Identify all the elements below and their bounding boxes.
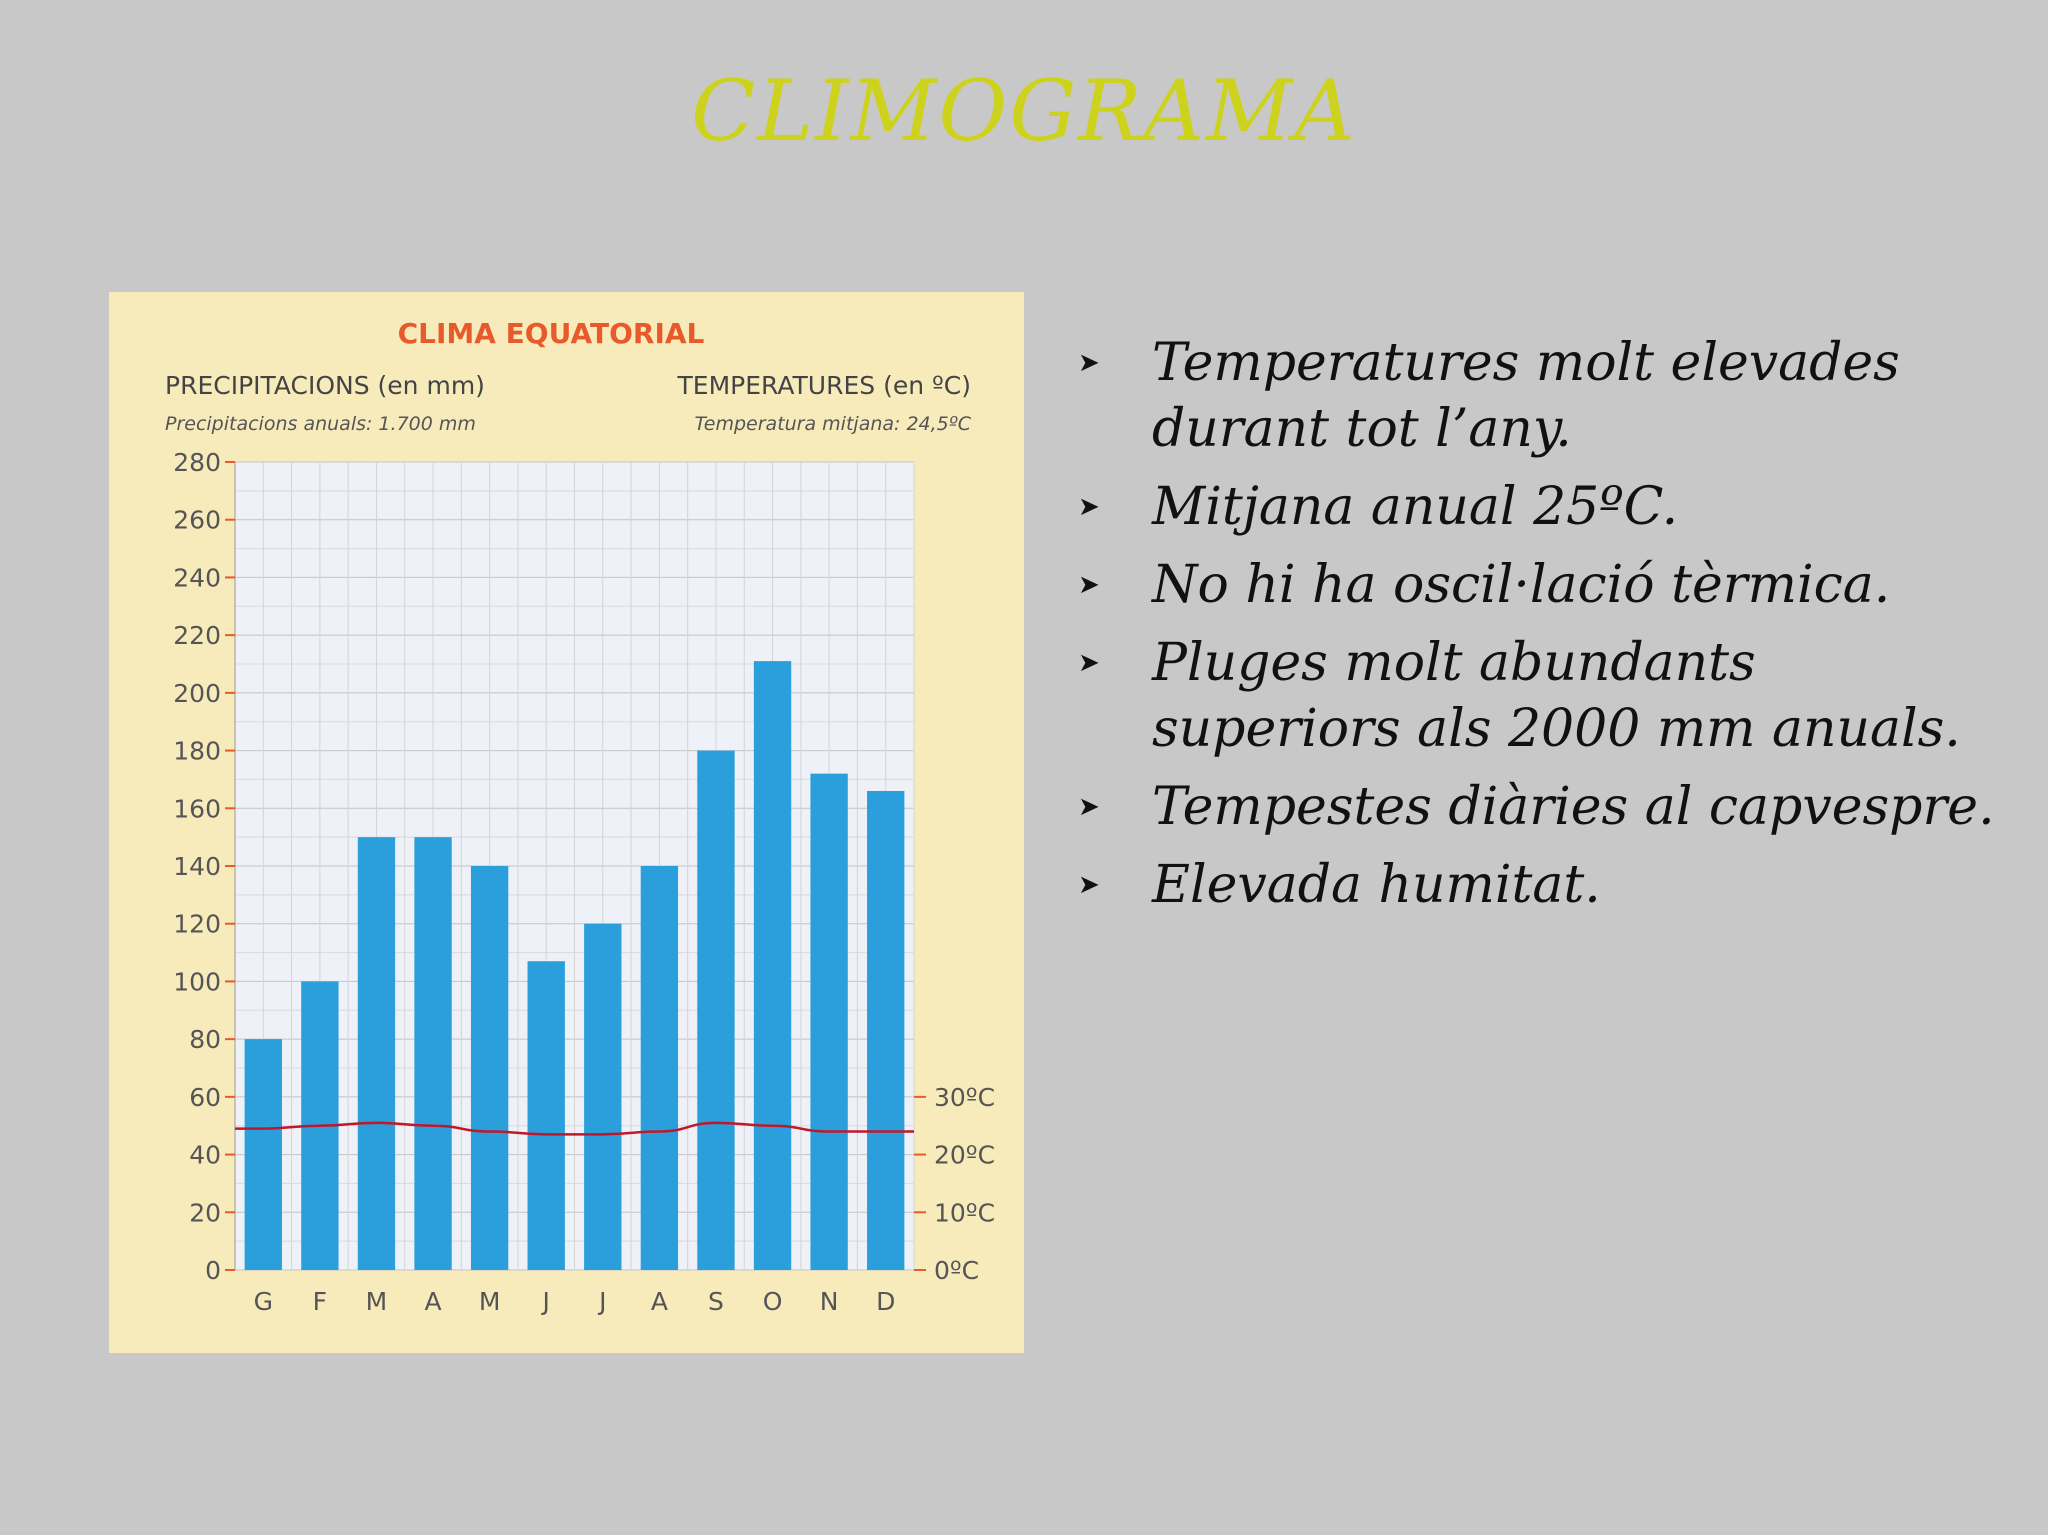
- y-tick-label: 80: [189, 1025, 221, 1054]
- bullet-text: Elevada humitat.: [1152, 855, 1601, 915]
- precipitation-bar: [584, 923, 622, 1270]
- precipitation-heading: PRECIPITACIONS (en mm): [165, 371, 485, 400]
- y-tick-label: 260: [173, 506, 221, 535]
- y-tick-label: 20: [189, 1198, 221, 1227]
- y-tick-label: 0: [205, 1256, 221, 1285]
- precipitation-bar: [697, 750, 735, 1270]
- bullet-text: Mitjana anual 25ºC.: [1152, 477, 1679, 537]
- bullet-item: ➤ No hi ha oscil·lació tèrmica.: [1078, 552, 2018, 618]
- y2-tick-label: 20ºC: [934, 1141, 995, 1170]
- bullet-item: ➤ Pluges molt abundants superiors als 200…: [1078, 630, 2018, 762]
- month-label: O: [763, 1287, 783, 1316]
- y-tick-label: 120: [173, 910, 221, 939]
- bullet-arrow-icon: ➤: [1078, 792, 1100, 822]
- bullet-arrow-icon: ➤: [1078, 648, 1100, 678]
- month-label: S: [708, 1287, 724, 1316]
- precipitation-bar: [470, 866, 509, 1270]
- bullet-arrow-icon: ➤: [1078, 492, 1100, 522]
- month-label: D: [876, 1287, 895, 1316]
- precipitation-bar: [810, 773, 848, 1270]
- bullet-arrow-icon: ➤: [1078, 870, 1100, 900]
- y2-tick-label: 0ºC: [934, 1256, 979, 1285]
- y-tick-label: 220: [173, 621, 221, 650]
- y2-tick-label: 30ºC: [934, 1083, 995, 1112]
- y-tick-label: 40: [189, 1141, 221, 1170]
- month-label: G: [254, 1287, 273, 1316]
- bullet-item: ➤ Tempestes diàries al capvespre.: [1078, 774, 2018, 840]
- slide-title: CLIMOGRAMA: [691, 62, 1357, 160]
- bullet-item: ➤ Mitjana anual 25ºC.: [1078, 474, 2018, 540]
- bullet-arrow-icon: ➤: [1078, 570, 1100, 600]
- bullet-item: ➤ Elevada humitat.: [1078, 852, 2018, 918]
- y-tick-label: 100: [173, 967, 221, 996]
- bullet-arrow-icon: ➤: [1078, 348, 1100, 378]
- y-tick-label: 240: [173, 563, 221, 592]
- bullet-list: ➤ Temperatures molt elevades durant tot l…: [1078, 330, 2018, 930]
- bullet-text: Temperatures molt elevades durant tot l’…: [1152, 333, 1900, 459]
- y2-tick-label: 10ºC: [934, 1198, 995, 1227]
- precipitation-bar: [357, 837, 396, 1270]
- precipitation-subheading: Precipitacions anuals: 1.700 mm: [165, 413, 476, 435]
- month-label: A: [424, 1287, 441, 1316]
- temperature-line: [235, 1121, 914, 1136]
- precipitation-bar: [527, 961, 565, 1270]
- temperature-heading: TEMPERATURES (en ºC): [677, 371, 972, 400]
- bullet-item: ➤ Temperatures molt elevades durant tot l…: [1078, 330, 2018, 462]
- precipitation-bar: [753, 661, 792, 1270]
- month-label: A: [651, 1287, 668, 1316]
- y-tick-label: 280: [173, 448, 221, 477]
- plot-area: 0 20 40 60 80 100 120 140 160 180 200 220 240 260 280 0…: [173, 448, 995, 1316]
- month-label: J: [597, 1287, 606, 1316]
- climate-chart: CLIMA EQUATORIAL PRECIPITACIONS (en mm) …: [109, 292, 1024, 1353]
- month-label: F: [313, 1287, 327, 1316]
- chart-title: CLIMA EQUATORIAL: [398, 317, 705, 350]
- precipitation-bar: [640, 866, 679, 1270]
- y-tick-label: 160: [173, 794, 221, 823]
- bullet-text: Pluges molt abundants superiors als 2000…: [1152, 633, 1961, 759]
- y-tick-label: 200: [173, 679, 221, 708]
- precipitation-bar: [244, 1039, 282, 1270]
- month-label: M: [479, 1287, 501, 1316]
- y-tick-label: 180: [173, 737, 221, 766]
- y-tick-label: 140: [173, 852, 221, 881]
- bullet-text: No hi ha oscil·lació tèrmica.: [1152, 555, 1891, 615]
- precipitation-bar: [414, 837, 452, 1270]
- month-label: N: [820, 1287, 839, 1316]
- temperature-subheading: Temperatura mitjana: 24,5ºC: [695, 413, 972, 435]
- bullet-text: Tempestes diàries al capvespre.: [1152, 777, 1995, 837]
- climate-chart-svg: CLIMA EQUATORIAL PRECIPITACIONS (en mm) …: [165, 317, 995, 1316]
- y-tick-label: 60: [189, 1083, 221, 1112]
- month-label: J: [541, 1287, 550, 1316]
- month-label: M: [366, 1287, 388, 1316]
- precipitation-bar: [867, 790, 905, 1270]
